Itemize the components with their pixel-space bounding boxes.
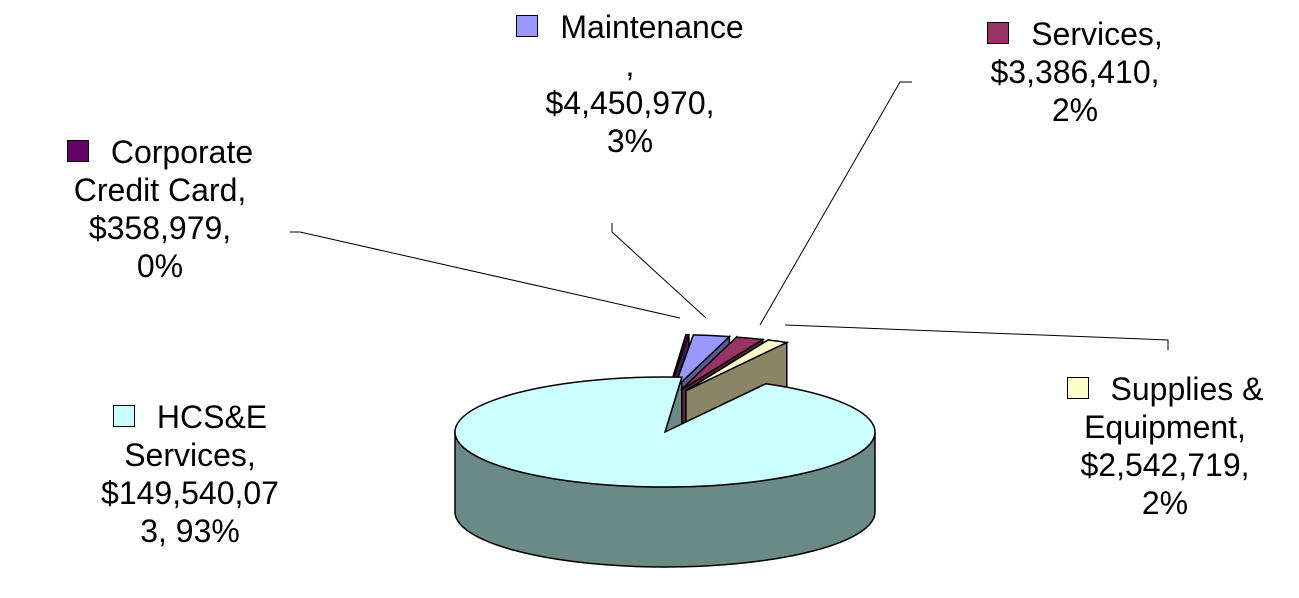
label-maintenance: Maintenance , $4,450,970, 3% <box>505 8 755 160</box>
label-services: Services, $3,386,410, 2% <box>935 15 1215 129</box>
leader-line-supplies <box>784 324 1169 350</box>
slice-tops <box>454 333 876 488</box>
slice-hcse <box>454 376 876 488</box>
legend-swatch-services <box>987 22 1010 44</box>
leader-line-services <box>759 81 912 326</box>
leader-line-maintenance <box>611 223 707 319</box>
legend-swatch-supplies <box>1066 377 1089 399</box>
slice-supplies <box>685 339 790 392</box>
label-hcse-services: HCS&E Services, $149,540,07 3, 93% <box>101 399 279 549</box>
slice-corporate <box>668 333 690 390</box>
legend-swatch-hcse <box>112 405 135 427</box>
legend-swatch-maintenance <box>516 15 539 37</box>
slice-maintenance <box>672 334 732 391</box>
label-corporate-credit-card: Corporate Credit Card, $358,979, 0% <box>10 133 310 285</box>
legend-swatch-corporate <box>66 140 89 162</box>
leader-lines <box>290 81 1169 350</box>
leader-line-corporate <box>290 231 681 319</box>
slice-services <box>680 336 766 391</box>
label-supplies-equipment: Supplies & Equipment, $2,542,719, 2% <box>1030 370 1299 522</box>
